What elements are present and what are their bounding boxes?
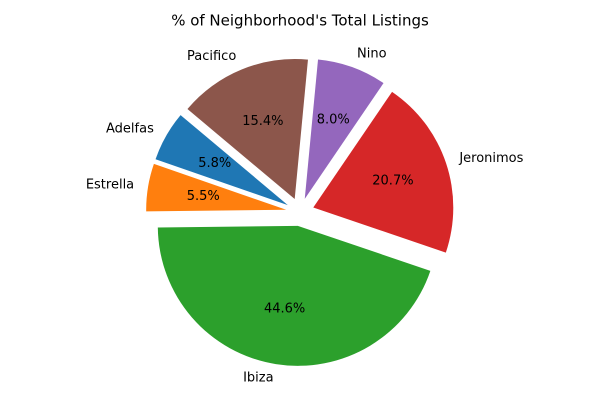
pie-slice (304, 59, 384, 199)
slice-label: Ibiza (243, 370, 274, 385)
chart-title: % of Neighborhood's Total Listings (171, 12, 429, 30)
pie-slice (313, 91, 454, 253)
slice-label: Pacifico (187, 49, 236, 64)
value-label: 20.7% (372, 173, 413, 188)
pie-slice (155, 115, 288, 206)
value-label: 15.4% (242, 114, 283, 129)
value-label: 8.0% (317, 112, 350, 127)
slice-label: Nino (357, 46, 387, 61)
value-label: 5.5% (187, 189, 220, 204)
pie-slice (157, 225, 431, 366)
pie-slice (146, 163, 287, 212)
slice-label: Estrella (86, 178, 134, 193)
slice-label: Jeronimos (458, 151, 523, 166)
value-label: 44.6% (264, 301, 305, 316)
slice-label: Adelfas (106, 122, 154, 137)
value-label: 5.8% (198, 156, 231, 171)
pie-slice (187, 59, 308, 200)
